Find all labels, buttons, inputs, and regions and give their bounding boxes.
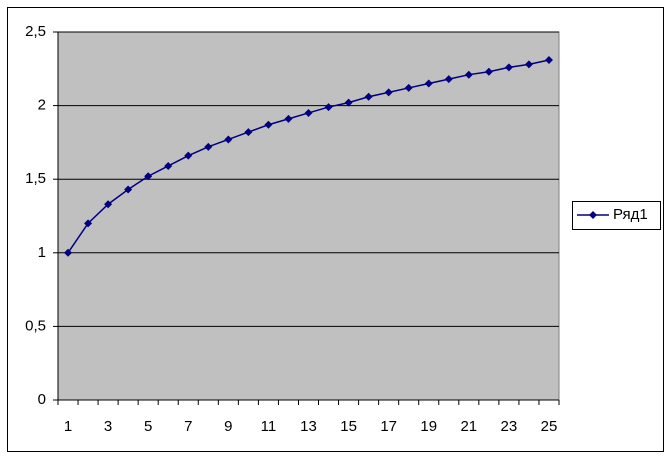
x-tick-label: 17: [380, 418, 397, 435]
point-marker: [364, 92, 373, 101]
x-tick-label: 15: [340, 418, 357, 435]
x-tick-label: 3: [104, 418, 112, 435]
point-marker: [444, 75, 453, 84]
y-tick-label: 2,5: [25, 23, 46, 40]
plot-area: [57, 31, 560, 401]
point-marker: [224, 135, 233, 144]
point-marker: [464, 70, 473, 79]
x-tick-label: 23: [501, 418, 518, 435]
point-marker: [484, 67, 493, 76]
point-marker: [84, 219, 93, 228]
point-marker: [124, 185, 133, 194]
y-tick-label: 0: [38, 391, 46, 408]
x-tick-label: 1: [64, 418, 72, 435]
point-marker: [424, 79, 433, 88]
point-marker: [524, 60, 533, 69]
x-tick-label: 9: [224, 418, 232, 435]
point-marker: [284, 114, 293, 123]
point-marker: [504, 63, 513, 72]
x-tick-label: 5: [144, 418, 152, 435]
x-tick-label: 25: [541, 418, 558, 435]
x-tick-label: 7: [184, 418, 192, 435]
x-tick-label: 21: [460, 418, 477, 435]
y-tick-label: 2: [38, 97, 46, 114]
point-marker: [204, 142, 213, 151]
point-marker: [324, 103, 333, 112]
point-marker: [244, 128, 253, 137]
point-marker: [264, 120, 273, 129]
x-tick-label: 11: [261, 418, 277, 435]
x-tick-label: 13: [300, 418, 317, 435]
point-marker: [184, 151, 193, 160]
legend-label: Ряд1: [613, 206, 648, 223]
point-marker: [64, 248, 73, 257]
y-tick-label: 0,5: [25, 317, 46, 334]
point-marker: [164, 161, 173, 170]
point-marker: [404, 83, 413, 92]
legend-marker: [589, 211, 597, 219]
x-tick-label: 19: [420, 418, 437, 435]
point-marker: [344, 98, 353, 107]
y-tick-label: 1: [38, 244, 46, 261]
y-tick-label: 1,5: [25, 170, 46, 187]
point-marker: [544, 55, 553, 64]
point-marker: [104, 200, 113, 209]
point-marker: [384, 88, 393, 97]
point-marker: [304, 108, 313, 117]
point-marker: [144, 172, 153, 181]
